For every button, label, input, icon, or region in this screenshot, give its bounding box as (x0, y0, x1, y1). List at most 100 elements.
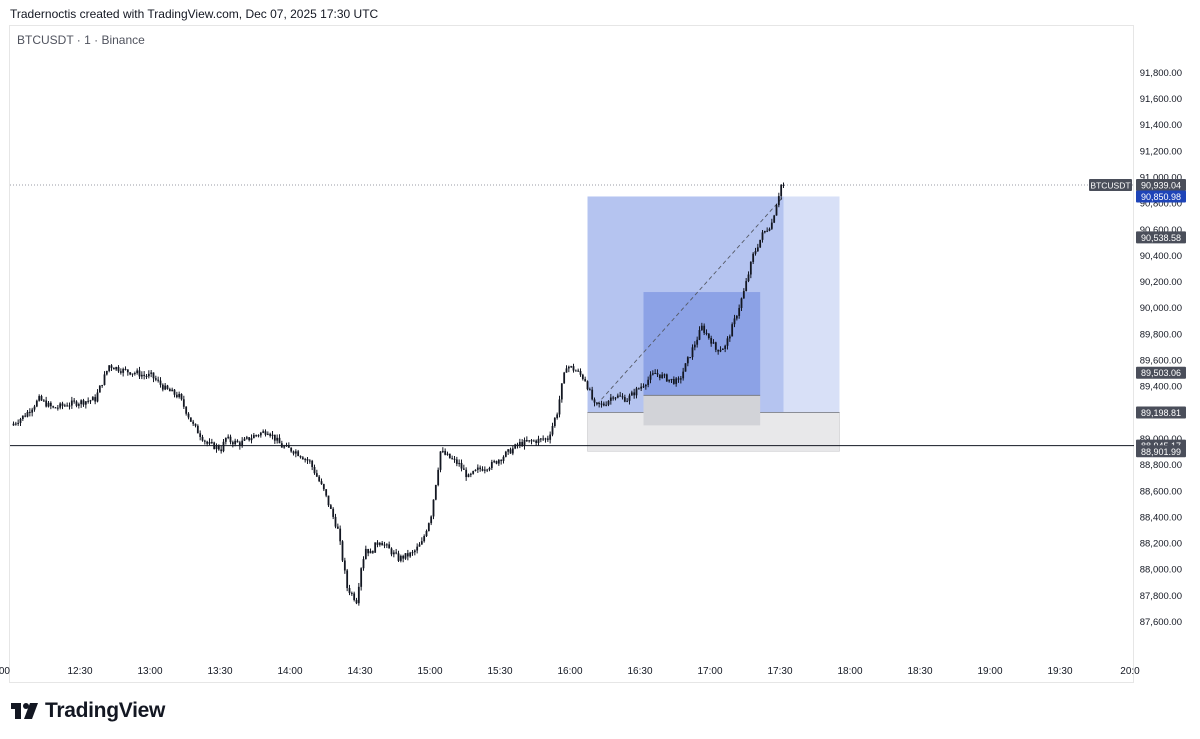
candle-body (684, 363, 687, 372)
candle-body (259, 432, 262, 436)
candle-body (782, 184, 785, 186)
candle-body (476, 467, 479, 470)
candle-body (574, 370, 577, 372)
price-tick-label: 88,400.00 (1140, 512, 1182, 523)
candle-body (745, 281, 748, 291)
candle-body (269, 433, 272, 436)
time-tick-label: 17:00 (697, 666, 722, 677)
candle-body (700, 325, 703, 331)
candle-body (490, 461, 493, 468)
candle-body (535, 440, 538, 443)
candle-body (656, 373, 659, 375)
candle-body (56, 407, 59, 409)
candle-body (376, 542, 379, 545)
candle-body (455, 459, 458, 464)
candle-body (698, 330, 701, 340)
candle-body (40, 396, 43, 401)
candle-body (570, 366, 573, 368)
candle-body (378, 542, 381, 545)
candle-body (17, 422, 20, 424)
candle-body (231, 442, 234, 445)
candle-body (245, 437, 248, 439)
candle-body (201, 436, 204, 441)
price-tick-label: 88,000.00 (1140, 565, 1182, 576)
price-tick-label: 89,800.00 (1140, 329, 1182, 340)
candle-body (411, 552, 414, 554)
candle-body (502, 456, 505, 461)
candle-body (143, 374, 146, 376)
candle-body (633, 392, 636, 396)
candle-body (451, 458, 454, 460)
candle-body (280, 443, 283, 448)
candle-body (276, 437, 279, 441)
candle-body (273, 434, 276, 441)
attribution-header: Tradernoctis created with TradingView.co… (10, 7, 379, 21)
candle-body (437, 469, 440, 486)
candle-body (161, 384, 164, 390)
candle-body (663, 374, 666, 376)
candle-body (780, 184, 783, 197)
candle-body (444, 450, 447, 455)
candle-body (264, 431, 267, 435)
candle-body (649, 374, 652, 380)
candle-body (278, 437, 281, 444)
candle-body (553, 418, 556, 427)
candle-body (213, 442, 216, 450)
candle-body (334, 516, 337, 527)
candle-body (460, 462, 463, 469)
candle-body (126, 369, 129, 373)
candle-body (497, 460, 500, 464)
time-tick-label: 16:00 (557, 666, 582, 677)
candle-body (140, 374, 143, 377)
candle-body (252, 435, 255, 439)
candle-body (360, 568, 363, 587)
candle-body (187, 413, 190, 418)
candle-body (77, 404, 80, 406)
position-zones (587, 196, 840, 452)
candle-body (243, 438, 246, 441)
candle-body (740, 298, 743, 308)
candle-body (486, 469, 489, 471)
candle-body (532, 440, 535, 442)
candle-body (98, 385, 101, 393)
candle-body (626, 400, 629, 402)
price-axis: 87,600.00 87,800.00 88,000.00 88,200.00 88,4… (1140, 68, 1182, 628)
candle-body (495, 461, 498, 464)
candle-body (325, 489, 328, 496)
candle-body (82, 400, 85, 405)
candle-body (717, 349, 720, 352)
candle-body (353, 593, 356, 600)
time-tick-label: 18:00 (837, 666, 862, 677)
candle-body (462, 468, 465, 470)
candle-body (164, 385, 167, 390)
candle-body (474, 469, 477, 472)
price-badge (1136, 406, 1186, 419)
candle-body (544, 438, 547, 440)
time-tick-label: 13:30 (207, 666, 232, 677)
candle-body (45, 400, 48, 407)
candle-body (710, 338, 713, 344)
candle-body (31, 409, 34, 413)
candle-body (425, 530, 428, 537)
candle-body (647, 379, 650, 385)
take-profit-zone-projected (783, 196, 840, 413)
candle-body (651, 373, 654, 375)
candle-body (682, 371, 685, 379)
candle-body (395, 552, 398, 554)
candle-body (565, 368, 568, 373)
candle-body (47, 402, 50, 407)
candle-body (691, 347, 694, 358)
candle-body (257, 435, 260, 437)
price-badge-value: 88,901.99 (1141, 447, 1181, 457)
candle-body (761, 232, 764, 240)
candle-body (742, 290, 745, 299)
candle-body (756, 247, 759, 252)
candle-body (598, 402, 601, 404)
candle-body (514, 444, 517, 449)
candle-body (115, 367, 118, 370)
tradingview-logo[interactable]: TradingView (11, 699, 165, 722)
candle-body (178, 393, 181, 398)
candle-body (668, 379, 671, 382)
candle-body (12, 423, 15, 426)
